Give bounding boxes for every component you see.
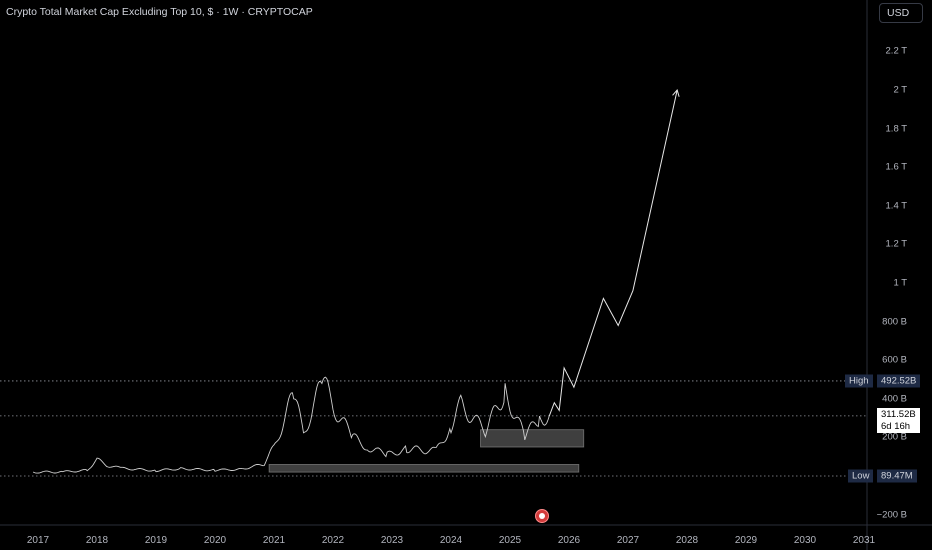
x-tick-label: 2028 [675, 535, 699, 546]
projection-arrow-head [672, 88, 680, 97]
x-tick-label: 2027 [616, 535, 640, 546]
y-tick-label: 2 T [893, 84, 907, 96]
x-tick-label: 2030 [793, 535, 817, 546]
y-tick-label: 1 T [893, 277, 907, 289]
y-tick-label: 600 B [882, 354, 907, 366]
bar-countdown: 6d 16h [881, 420, 911, 432]
x-tick-label: 2029 [734, 535, 758, 546]
high-label: High [845, 374, 873, 388]
y-tick-label: 1.4 T [885, 200, 907, 212]
zone-rectangle[interactable] [480, 429, 585, 448]
y-tick-label: 1.8 T [885, 123, 907, 135]
x-tick-label: 2017 [26, 535, 50, 546]
x-tick-label: 2026 [557, 535, 581, 546]
low-label: Low [848, 469, 874, 483]
y-tick-label: 1.6 T [885, 161, 907, 173]
y-tick-label: 2.2 T [885, 45, 907, 57]
us-flag-event-icon[interactable] [535, 509, 549, 523]
x-tick-label: 2018 [85, 535, 109, 546]
y-tick-label: 400 B [882, 393, 907, 405]
price-series-line[interactable] [32, 376, 550, 474]
x-tick-label: 2022 [321, 535, 345, 546]
high-value: 492.52B [877, 374, 921, 388]
x-tick-label: 2021 [262, 535, 286, 546]
chart-title: Crypto Total Market Cap Excluding Top 10… [6, 6, 313, 18]
y-tick-label: 200 B [882, 431, 907, 443]
last-price-label: 311.52B 6d 16h [877, 408, 920, 433]
y-tick-label: 800 B [882, 316, 907, 328]
last-price-value: 311.52B [881, 409, 916, 420]
x-tick-label: 2031 [852, 535, 876, 546]
currency-button[interactable]: USD [879, 3, 923, 23]
x-tick-label: 2024 [439, 535, 463, 546]
x-tick-label: 2025 [498, 535, 522, 546]
y-tick-label: 1.2 T [885, 238, 907, 250]
x-tick-label: 2023 [380, 535, 404, 546]
zone-rectangle[interactable] [268, 464, 580, 473]
x-tick-label: 2020 [203, 535, 227, 546]
x-tick-label: 2019 [144, 535, 168, 546]
projection-path-line[interactable] [548, 89, 678, 417]
low-value: 89.47M [877, 469, 917, 483]
y-tick-label: −200 B [876, 509, 907, 521]
